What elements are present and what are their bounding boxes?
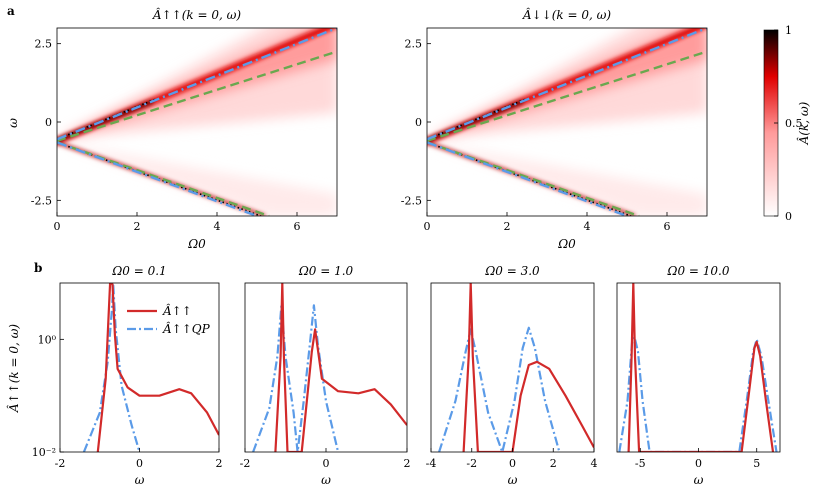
colorbar-ticks: 00.51 (774, 24, 803, 223)
x-tick-label: 4 (584, 220, 591, 233)
x-tick-label: -2 (55, 457, 66, 470)
x-tick-label: 2 (404, 457, 411, 470)
heatmap-plot-area (427, 28, 707, 216)
x-tick-label: 4 (591, 457, 598, 470)
series-exact-curve (627, 283, 775, 452)
y-tick-label: -2.5 (401, 194, 422, 207)
x-tick-label: 0 (323, 457, 330, 470)
panel-label-b: b (34, 261, 42, 275)
x-tick-label: 0 (424, 220, 431, 233)
x-tick-label: 2 (216, 457, 223, 470)
panel-label-a: a (7, 4, 15, 18)
y-tick-label: 2.5 (405, 38, 423, 51)
heatmap-plot-area (57, 28, 337, 216)
colorbar-tick-label: 0 (785, 210, 792, 223)
spectrum-curves (82, 283, 219, 452)
x-tick-label: 0 (54, 220, 61, 233)
x-tick-label: 2 (134, 220, 141, 233)
spectrum-plot-area (245, 283, 407, 452)
spectrum-panel-1: -2 0 2 10⁰ 10⁻² Ω0 = 0.1 ω Â↑↑ Â↑↑QP (32, 264, 223, 487)
x-tick-label: 2 (550, 457, 557, 470)
x-tick-label: 2 (504, 220, 511, 233)
heatmap-down-down: 0 2 4 62.50-2.5Â↓↓(k = 0, ω)Ω0 (401, 7, 708, 251)
lower-branch-green-dashed (57, 141, 270, 216)
upper-branch-green-dashed (57, 50, 337, 142)
heatmap-x-axis-label: Ω0 (557, 237, 576, 251)
series-qp-curve (438, 326, 561, 452)
upper-branch-green-dashed (427, 50, 707, 142)
heatmap-x-axis-label: Ω0 (187, 237, 206, 251)
colorbar: 00.51 Â(k, ω) (763, 24, 811, 223)
spectrum-title: Ω0 = 10.0 (667, 264, 730, 278)
y-tick-label: -2.5 (31, 194, 52, 207)
x-tick-label: 4 (214, 220, 221, 233)
spectrum-y-axis-label: Â↑↑(k = 0, ω) (6, 324, 21, 413)
x-tick-label: 5 (753, 457, 760, 470)
spectrum-curves (252, 283, 407, 452)
spectrum-title: Ω0 = 1.0 (298, 264, 354, 278)
heatmap-lower-glow (57, 142, 337, 216)
x-tick-label: -4 (426, 457, 437, 470)
x-tick-label: 0 (509, 457, 516, 470)
heatmap-title: Â↓↓(k = 0, ω) (522, 7, 611, 22)
legend-entry-exact: Â↑↑ (162, 303, 192, 318)
series-exact-curve (462, 283, 594, 452)
x-tick-label: 0 (695, 457, 702, 470)
spectrum-panel-2: -2 0 2 Ω0 = 1.0 ω (240, 264, 411, 487)
spectrum-x-axis-label: ω (321, 473, 331, 487)
lower-branch-blue-dashdot (427, 141, 628, 216)
heatmap-title: Â↑↑(k = 0, ω) (152, 7, 241, 22)
spectrum-panel-3: -4 -2 0 2 4 Ω0 = 3.0 ω (426, 264, 598, 487)
heatmap-lower-glow (427, 142, 707, 216)
heatmap-y-axis-label: ω (6, 118, 20, 128)
y-tick-label: 10⁻² (32, 446, 56, 459)
colorbar-tick-label: 0.5 (785, 117, 803, 130)
legend: Â↑↑ Â↑↑QP (127, 303, 211, 336)
spectrum-plot-area (617, 283, 780, 452)
heatmap-up-up: 0 2 4 62.50-2.5Â↑↑(k = 0, ω)Ω0 (31, 7, 338, 251)
spectrum-curves (618, 283, 778, 452)
spectrum-panel-4: -5 0 5 Ω0 = 10.0 ω (616, 264, 781, 487)
x-tick-label: -2 (240, 457, 251, 470)
lower-branch-green-dashed (427, 141, 640, 216)
spectrum-curves (438, 283, 594, 452)
spectrum-x-axis-label: ω (694, 473, 704, 487)
series-exact-curve (274, 283, 407, 452)
x-tick-label: -5 (635, 457, 646, 470)
x-tick-label: 0 (136, 457, 143, 470)
spectrum-x-axis-label: ω (508, 473, 518, 487)
lower-branch-blue-dashdot (57, 141, 258, 216)
colorbar-label: Â(k, ω) (796, 101, 811, 145)
spectrum-title: Ω0 = 0.1 (111, 264, 166, 278)
y-tick-label: 10⁰ (38, 333, 57, 346)
x-tick-label: 6 (664, 220, 671, 233)
spectrum-plot-area (60, 283, 219, 452)
y-tick-label: 2.5 (35, 38, 53, 51)
colorbar-tick-label: 1 (785, 24, 792, 37)
spectrum-title: Ω0 = 3.0 (484, 264, 540, 278)
spectrum-plot-area (431, 283, 594, 452)
legend-entry-qp: Â↑↑QP (162, 321, 211, 336)
series-exact-curve (96, 283, 219, 452)
x-tick-label: 6 (294, 220, 301, 233)
x-tick-label: -2 (466, 457, 477, 470)
y-tick-label: 0 (415, 116, 422, 129)
spectrum-x-axis-label: ω (135, 473, 145, 487)
y-tick-label: 0 (45, 116, 52, 129)
